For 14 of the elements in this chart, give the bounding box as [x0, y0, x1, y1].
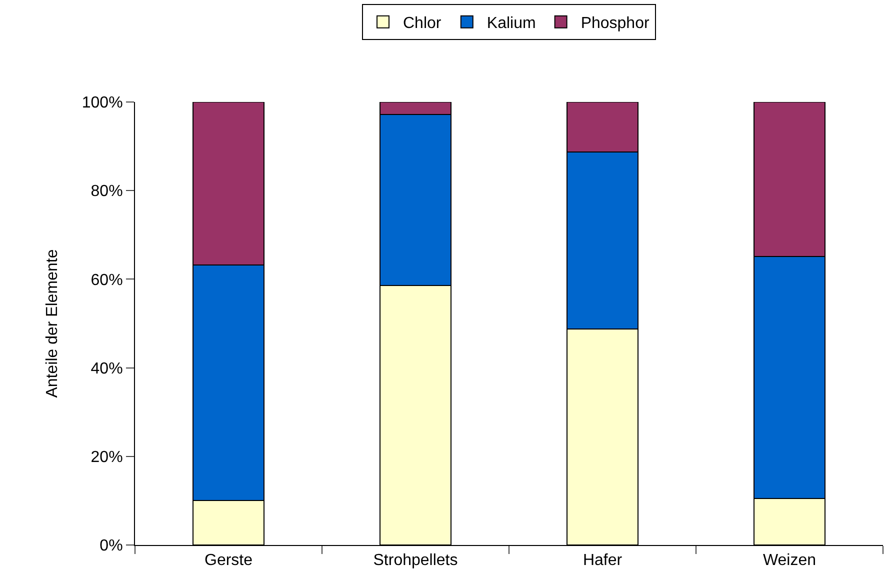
x-tick-label: Strohpellets — [373, 552, 458, 570]
y-tick-label: 0% — [100, 538, 123, 555]
y-tick-label: 80% — [90, 183, 123, 200]
x-tick-label: Weizen — [762, 552, 816, 570]
x-tick-label: Gerste — [204, 552, 253, 570]
y-axis-title: Anteile der Elemente — [44, 249, 61, 398]
legend-label: Kalium — [486, 15, 536, 32]
legend-label: Phosphor — [580, 15, 650, 32]
y-tick-label: 60% — [90, 272, 123, 289]
y-tick-label: 100% — [82, 94, 123, 112]
x-tick-label: Hafer — [582, 552, 623, 570]
y-tick-label: 40% — [90, 360, 123, 378]
legend-label: Chlor — [403, 15, 442, 32]
y-tick-label: 20% — [90, 449, 123, 466]
